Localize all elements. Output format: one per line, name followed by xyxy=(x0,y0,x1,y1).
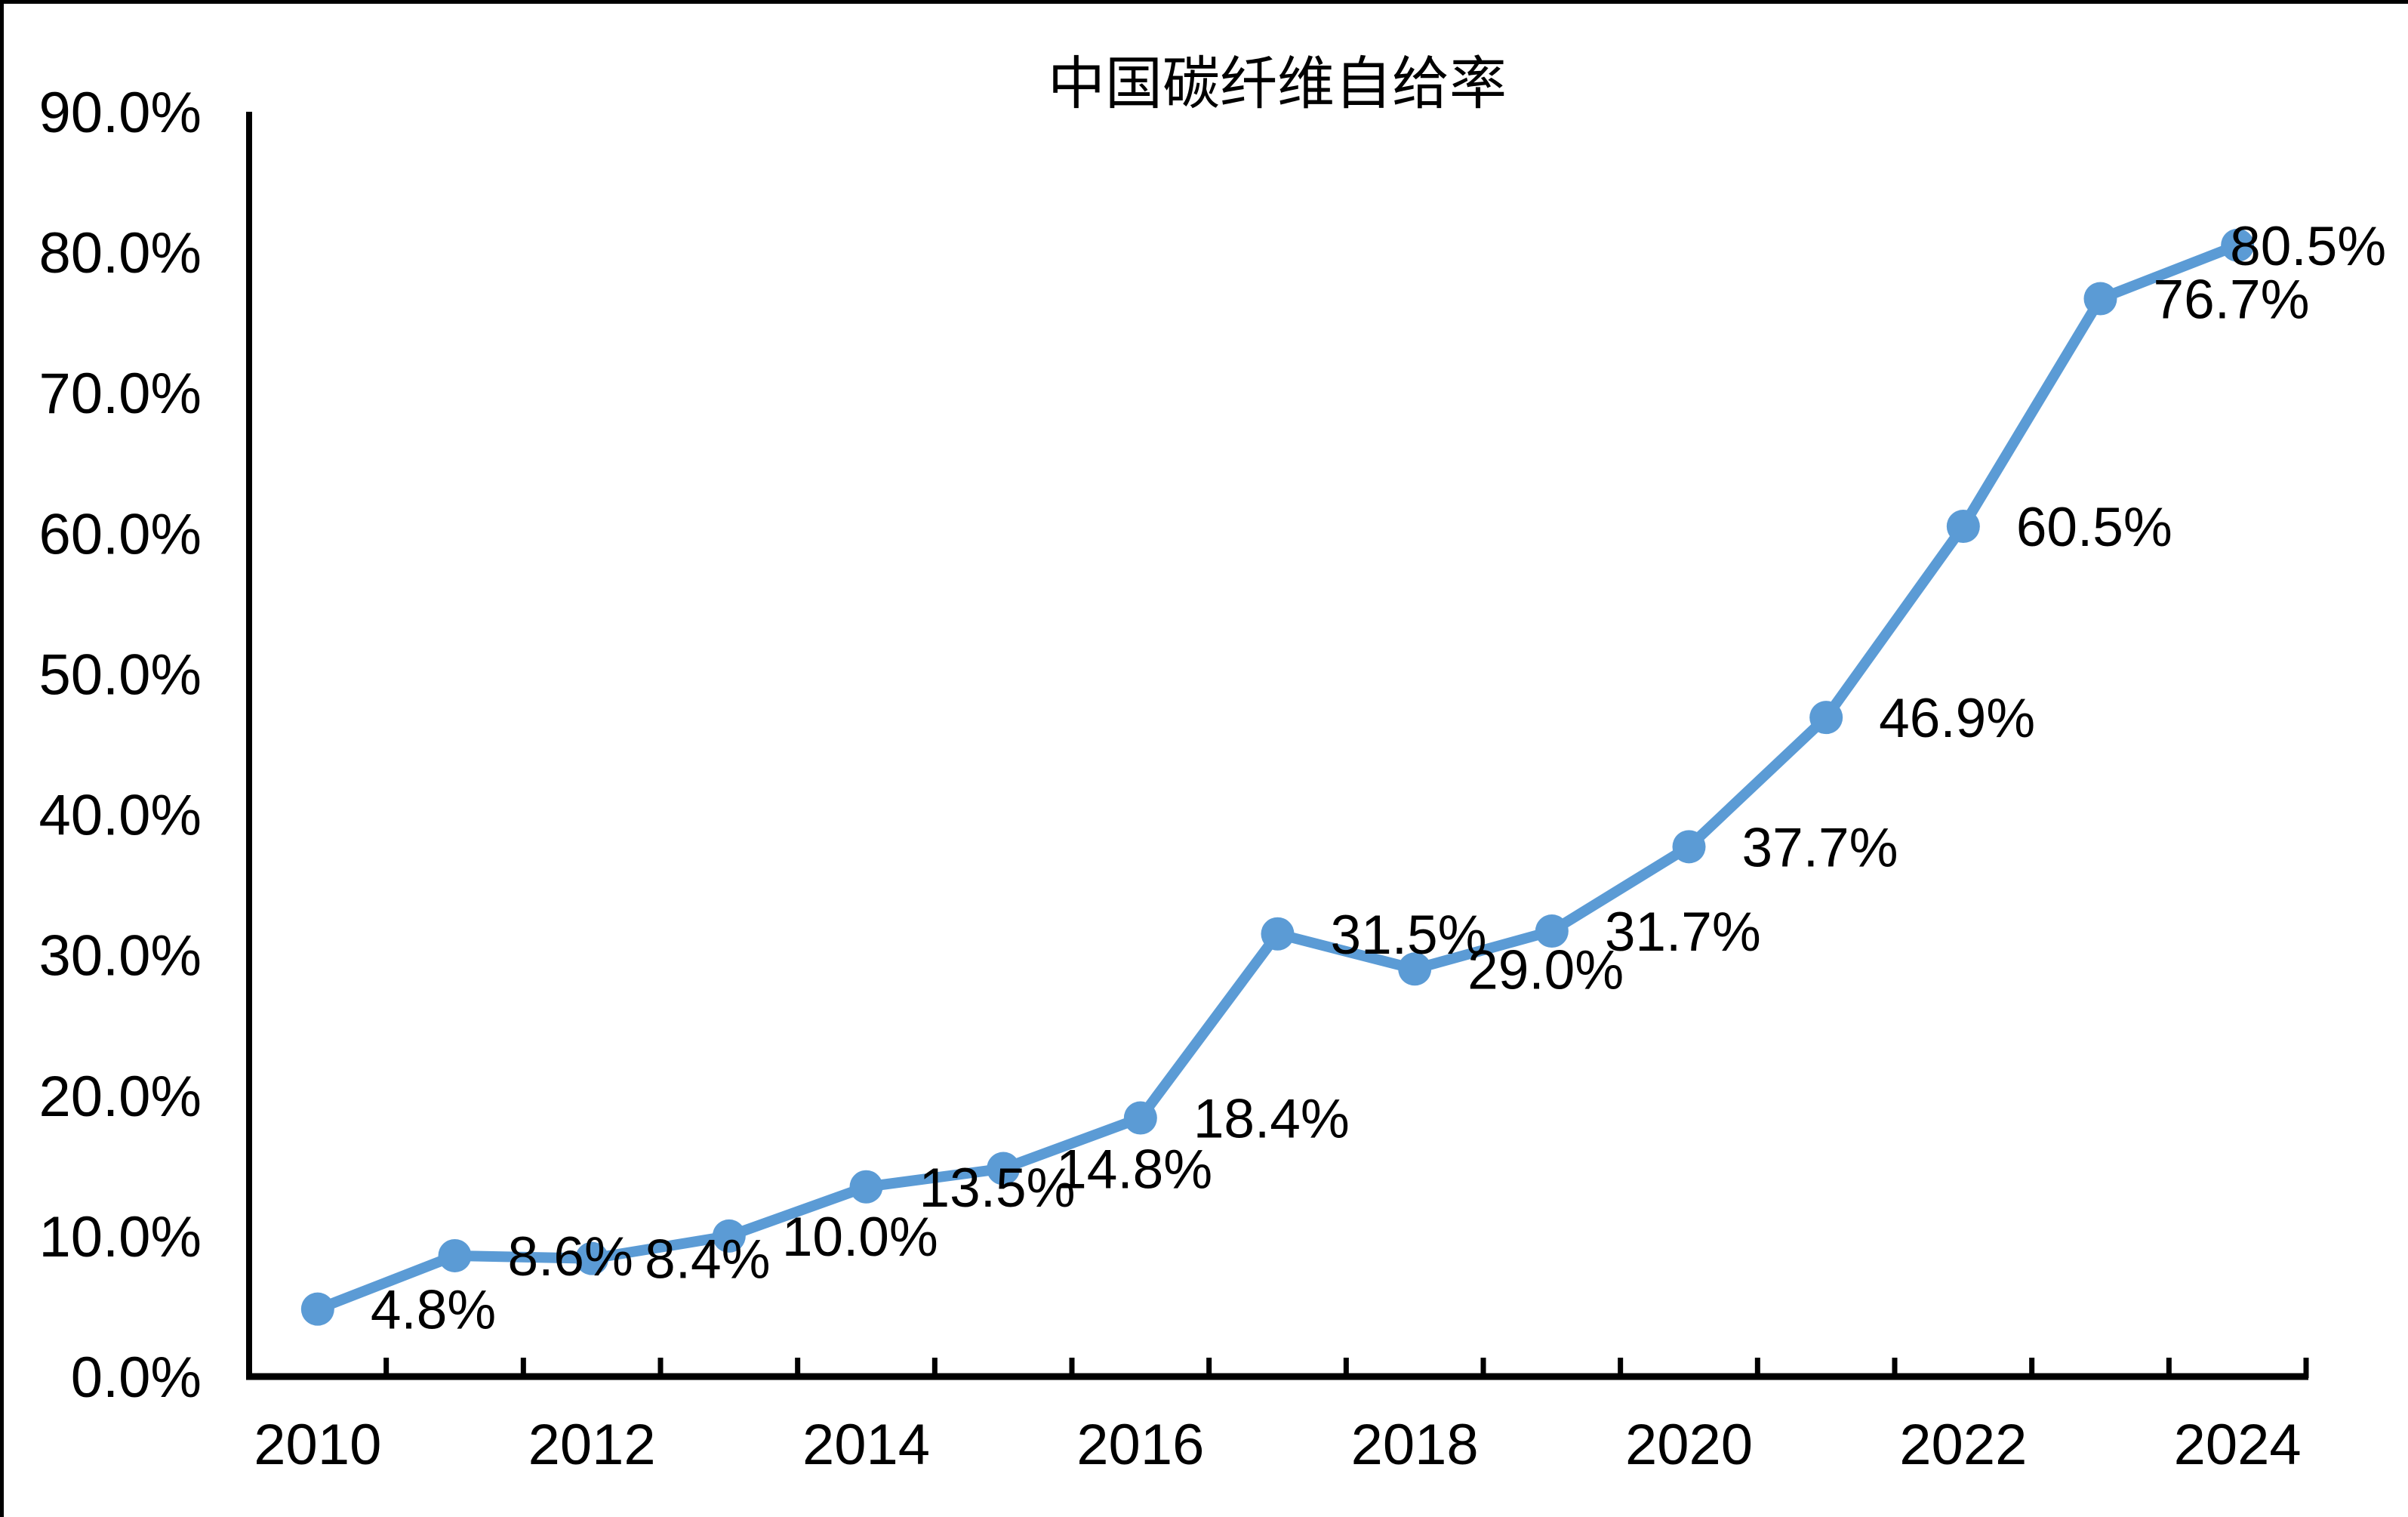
data-label-2017: 31.5% xyxy=(1331,905,1487,966)
data-label-2016: 18.4% xyxy=(1193,1089,1350,1150)
y-tick-label: 90.0% xyxy=(39,81,202,145)
data-label-2022: 60.5% xyxy=(2016,497,2172,558)
y-tick-label: 60.0% xyxy=(39,502,202,566)
data-point-2024 xyxy=(2221,228,2255,262)
x-tick-label: 2022 xyxy=(1899,1413,2027,1477)
data-point-2016 xyxy=(1123,1101,1157,1135)
data-point-2010 xyxy=(300,1292,334,1326)
y-tick-label: 30.0% xyxy=(39,924,202,988)
chart-title: 中国碳纤维自给率 xyxy=(1048,53,1507,116)
data-label-2013: 10.0% xyxy=(782,1207,938,1268)
data-label-2018: 29.0% xyxy=(1467,939,1624,1001)
x-tick-label: 2018 xyxy=(1351,1413,1479,1477)
y-tick-label: 70.0% xyxy=(39,362,202,426)
x-tick-label: 2024 xyxy=(2174,1413,2302,1477)
data-label-2024: 80.5% xyxy=(2230,216,2386,277)
data-label-2011: 8.6% xyxy=(508,1226,633,1287)
data-label-2012: 8.4% xyxy=(645,1229,770,1290)
data-point-2017 xyxy=(1261,917,1295,951)
data-point-2015 xyxy=(987,1152,1021,1186)
x-axis-tick-labels: 2010 2012 2014 2016 2018 2020 2022 2024 xyxy=(254,1413,2301,1477)
data-point-2021 xyxy=(1809,701,1843,735)
data-point-2018 xyxy=(1398,952,1432,986)
data-point-2019 xyxy=(1535,914,1569,948)
data-point-2011 xyxy=(438,1238,472,1272)
data-point-2022 xyxy=(1946,510,1980,544)
y-axis-tick-labels: 0.0% 10.0% 20.0% 30.0% 40.0% 50.0% 60.0% 70.0% 8… xyxy=(39,81,202,1410)
y-tick-label: 20.0% xyxy=(39,1065,202,1129)
data-label-2021: 46.9% xyxy=(1879,688,2035,749)
x-tick-label: 2014 xyxy=(802,1413,930,1477)
y-tick-label: 10.0% xyxy=(39,1205,202,1269)
data-series xyxy=(300,228,2255,1326)
x-tick-label: 2010 xyxy=(254,1413,381,1477)
data-label-2015: 14.8% xyxy=(1056,1139,1212,1201)
data-label-2010: 4.8% xyxy=(371,1280,496,1341)
x-tick-label: 2016 xyxy=(1076,1413,1204,1477)
data-point-2013 xyxy=(712,1219,746,1253)
data-labels: 4.8%8.6% 8.4% 10.0%13.5%14.8%18.4% 31.5%29.… xyxy=(371,216,2386,1341)
x-tick-label: 2012 xyxy=(528,1413,656,1477)
data-point-2023 xyxy=(2083,282,2117,316)
y-tick-label: 40.0% xyxy=(39,784,202,848)
data-label-2020: 37.7% xyxy=(1742,817,1898,878)
data-label-2019: 31.7% xyxy=(1605,902,1761,963)
y-tick-label: 80.0% xyxy=(39,221,202,285)
data-label-2014: 13.5% xyxy=(919,1158,1076,1219)
y-tick-label: 50.0% xyxy=(39,643,202,707)
x-tick-label: 2020 xyxy=(1625,1413,1753,1477)
data-point-2012 xyxy=(575,1241,609,1275)
y-tick-label: 0.0% xyxy=(71,1346,202,1410)
data-point-2020 xyxy=(1672,830,1706,864)
data-label-2023: 76.7% xyxy=(2154,270,2310,331)
data-point-2014 xyxy=(849,1170,883,1204)
axes xyxy=(246,112,2309,1380)
